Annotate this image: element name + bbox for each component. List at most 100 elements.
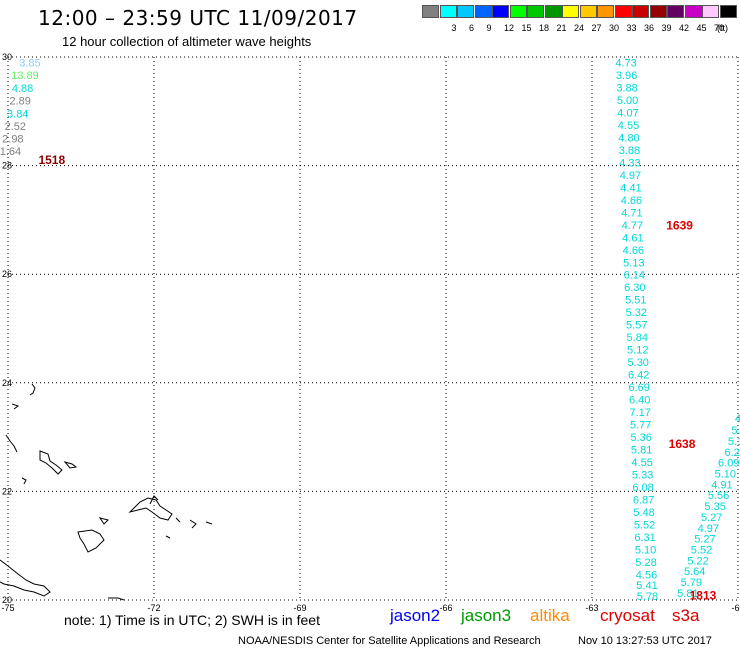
latitude-tick-label: 30: [2, 52, 12, 62]
wave-height-value: 5.28: [635, 557, 656, 569]
scale-swatch: [474, 5, 492, 18]
island-outline: [63, 461, 78, 469]
wave-height-value: 5.13: [623, 257, 644, 269]
scale-label: 3: [451, 23, 457, 33]
wave-height-value: 4.71: [621, 207, 642, 219]
wave-height-value: 5.57: [626, 320, 647, 332]
island-outline: [98, 517, 109, 525]
wave-height-value: 4.61: [622, 232, 643, 244]
wave-height-value: 5.52: [691, 545, 712, 557]
island-outline: [11, 403, 20, 410]
wave-height-value: 7.17: [629, 407, 650, 419]
island-outline: [77, 529, 105, 553]
scale-swatch: [492, 5, 509, 18]
wave-height-value: 5.10: [635, 545, 656, 557]
island-outline: [128, 497, 173, 521]
wave-height-value: 4.73: [615, 57, 636, 69]
scale-label: 27: [591, 23, 602, 33]
wave-height-value: 4: [735, 413, 740, 425]
wave-height-value: 4.91: [711, 479, 732, 491]
wave-height-value: 4.55: [631, 457, 652, 469]
scale-swatch: [562, 5, 579, 18]
scale-swatch: [422, 5, 439, 18]
wave-height-value: 2.98: [2, 133, 23, 145]
coastline: [0, 383, 213, 601]
wave-height-value: 6.69: [628, 382, 649, 394]
island-outline: [39, 450, 63, 475]
island-outline: [189, 519, 197, 529]
wave-height-value: 6.30: [624, 282, 645, 294]
wave-height-value: 4.66: [623, 245, 644, 257]
wave-height-value: 6.09: [718, 458, 739, 470]
scale-label: 24: [574, 23, 585, 33]
footer-note: note: 1) Time is in UTC; 2) SWH is in fe…: [64, 612, 320, 628]
scale-swatch: [579, 5, 597, 18]
scale-swatch: [457, 5, 474, 18]
wave-height-value: 5.33: [632, 470, 653, 482]
scale-label: 12: [504, 23, 515, 33]
wave-height-value: 5.52: [634, 520, 655, 532]
latitude-tick-label: 28: [2, 161, 12, 171]
wave-height-value: 4.88: [12, 83, 33, 95]
scale-label: 39: [661, 23, 672, 33]
wave-height-value: 5.48: [633, 507, 654, 519]
scale-label: 9: [486, 23, 492, 33]
wave-height-value: 6.40: [629, 395, 650, 407]
legend-item-jason2: jason2: [390, 606, 441, 625]
wave-height-value: 6.31: [634, 532, 655, 544]
wave-height-value: 5.1: [728, 436, 740, 448]
wave-height-value: 5.30: [628, 357, 649, 369]
wave-height-value: 5.32: [626, 307, 647, 319]
wave-height-value: 5.56: [708, 490, 729, 502]
wave-height-value: 2.89: [9, 95, 30, 107]
longitude-tick-label: -60: [731, 603, 740, 613]
map-grid: [7, 56, 739, 601]
wave-height-value: 5.84: [627, 332, 648, 344]
page-subtitle: 12 hour collection of altimeter wave hei…: [62, 34, 312, 49]
wave-height-value: 5.41: [636, 580, 657, 592]
wave-height-value: 6.08: [632, 482, 653, 494]
scale-label: 70: [714, 23, 725, 33]
wave-height-value: 6.87: [633, 495, 654, 507]
wave-height-value: 5.36: [630, 432, 651, 444]
scale-unit: (ft): [717, 23, 728, 33]
scale-swatch: [597, 5, 614, 18]
legend-item-s3a: s3a: [672, 606, 700, 625]
pass-time-label: 1813: [690, 589, 717, 603]
wave-height-value: 4.66: [621, 195, 642, 207]
wave-height-value: 3.88: [619, 145, 640, 157]
wave-height-value: 1.64: [0, 146, 21, 158]
scale-label: 30: [609, 23, 620, 33]
wave-height-value: 5.1: [731, 425, 740, 437]
island-outline: [108, 597, 125, 601]
wave-height-value: 5.27: [701, 512, 722, 524]
wave-height-value: 5.51: [625, 295, 646, 307]
scale-swatch: [702, 5, 719, 18]
scale-label: 36: [644, 23, 655, 33]
scale-label: 21: [556, 23, 567, 33]
wave-height-value: 3.85: [19, 57, 40, 69]
latitude-tick-label: 20: [2, 595, 12, 605]
wave-height-value: 6.14: [624, 270, 645, 282]
wave-height-value: 5.79: [681, 577, 702, 589]
island-outline: [165, 535, 171, 539]
legend-item-jason3: jason3: [461, 606, 512, 625]
wave-height-value: 5.81: [677, 588, 698, 600]
scale-swatch: [719, 5, 737, 18]
wave-height-value: 4.33: [619, 157, 640, 169]
scale-label: 15: [521, 23, 532, 33]
wave-height-value: 4.97: [698, 523, 719, 535]
wave-height-value: 4.07: [617, 107, 638, 119]
island-outline: [21, 477, 27, 485]
wave-height-value: 5.64: [684, 566, 705, 578]
longitude-tick-label: -72: [147, 603, 160, 613]
longitude-tick-label: -69: [293, 603, 306, 613]
wave-height-value: 5.27: [694, 534, 715, 546]
wave-height-value: 5.00: [617, 95, 638, 107]
wave-height-value: 5.22: [687, 555, 708, 567]
island-outline: [5, 434, 18, 453]
pass-time-label: 1638: [669, 437, 696, 451]
wave-height-value: 5.12: [627, 345, 648, 357]
